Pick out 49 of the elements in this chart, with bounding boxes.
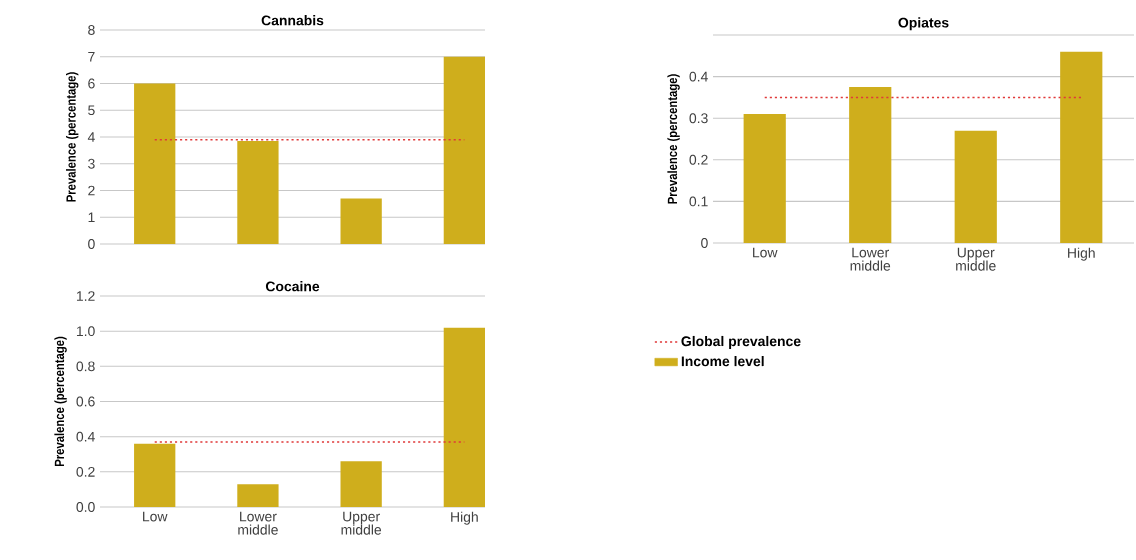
bar [134,83,176,244]
bar [1060,51,1103,243]
y-axis-title: Prevalence (percentage) [667,74,680,204]
y-tick-label: 1 [88,212,95,223]
chart-title: Cocaine [265,281,320,292]
bar [443,56,486,244]
x-tick-label: High [451,511,478,525]
y-tick-label: 0.4 [76,431,95,442]
chart-title: Cannabis [261,15,324,26]
bar [443,327,486,507]
x-tick-label: Upper middle [956,247,996,271]
y-tick-label: 0.3 [689,113,708,124]
x-tick-label: High [1068,247,1095,261]
x-tick-label: Low [753,247,778,258]
x-tick-label: Low [143,511,168,522]
y-tick-label: 7 [88,51,95,62]
y-tick-label: 0.2 [76,466,95,477]
y-tick-label: 1.2 [76,291,95,301]
y-tick-label: 4 [87,132,95,142]
x-tick-label: Upper middle [341,511,382,535]
legend-label: Income level [681,356,764,367]
y-tick-label: 5 [88,105,95,116]
y-tick-label: 2 [88,185,95,196]
bar [340,461,382,507]
bar [134,443,176,507]
y-tick-label: 0.4 [689,71,708,82]
bar [237,484,279,507]
chart-title: Opiates [898,17,949,31]
bar [340,198,382,244]
y-tick-label: 3 [88,158,95,169]
y-axis-title: Prevalence (percentage) [54,336,67,467]
y-tick-label: 0.0 [76,502,95,512]
bar [237,141,279,244]
bar [743,114,786,243]
y-tick-label: 8 [88,25,95,35]
y-tick-label: 0 [88,239,95,249]
y-tick-label: 6 [88,78,95,89]
y-tick-label: 0.1 [689,196,708,207]
y-tick-label: 0.8 [76,361,95,372]
x-tick-label: Lower middle [238,511,278,535]
legend-label: Global prevalence [681,335,801,349]
y-tick-label: 0.6 [76,396,95,407]
bar [954,130,997,243]
y-tick-label: 1.0 [76,326,95,337]
bar [849,87,892,243]
y-tick-label: 0 [701,238,708,248]
x-tick-label: Lower middle [850,247,891,271]
y-axis-title: Prevalence (percentage) [65,72,79,202]
y-tick-label: 0.2 [689,154,708,165]
